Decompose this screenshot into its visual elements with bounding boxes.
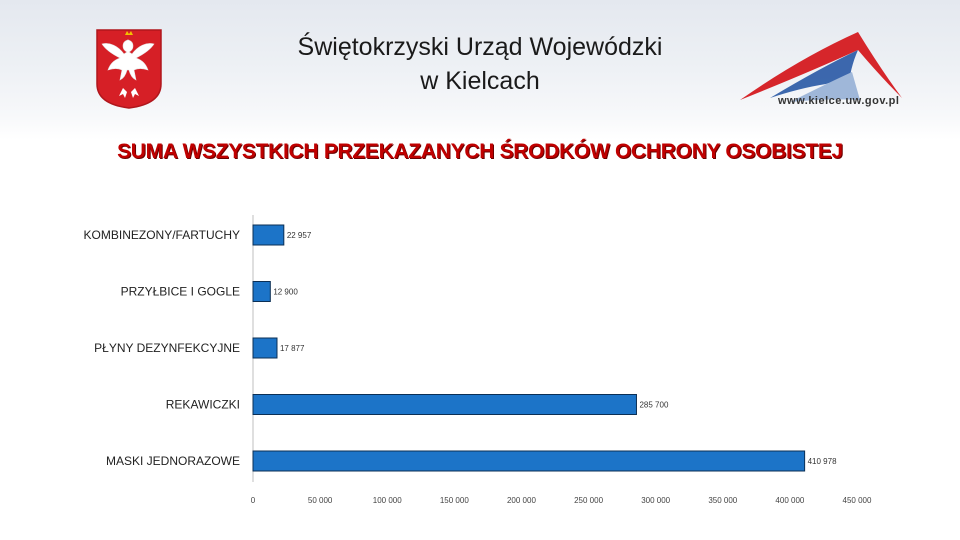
category-label: MASKI JEDNORAZOWE	[106, 454, 240, 468]
x-tick-label: 200 000	[507, 496, 536, 505]
x-tick-label: 250 000	[574, 496, 603, 505]
roof-logo-icon	[740, 32, 902, 102]
bar	[252, 394, 637, 415]
data-label: 22 957	[287, 231, 312, 240]
x-tick-label: 450 000	[843, 496, 872, 505]
data-label: 410 978	[808, 457, 837, 466]
x-tick-label: 400 000	[775, 496, 804, 505]
category-label: REKAWICZKI	[166, 398, 240, 412]
bar	[252, 337, 278, 359]
white-eagle-icon	[96, 29, 162, 109]
bar	[252, 450, 806, 472]
category-label: PŁYNY DEZYNFEKCYJNE	[94, 341, 240, 355]
x-tick-label: 300 000	[641, 496, 670, 505]
website-url: www.kielce.uw.gov.pl	[778, 95, 900, 107]
header-title: Świętokrzyski Urząd Wojewódzki w Kielcac…	[200, 30, 760, 98]
data-label: 17 877	[280, 344, 305, 353]
category-label: KOMBINEZONY/FARTUCHY	[84, 228, 240, 242]
header-title-line2: w Kielcach	[420, 67, 540, 95]
header-title-line1: Świętokrzyski Urząd Wojewódzki	[297, 33, 663, 61]
category-label: PRZYŁBICE I GOGLE	[121, 285, 240, 299]
chart-title: SUMA WSZYSTKICH PRZEKAZANYCH ŚRODKÓW OCH…	[117, 140, 843, 163]
data-label: 285 700	[639, 401, 668, 410]
bar	[252, 281, 271, 302]
data-label: 12 900	[273, 288, 298, 297]
x-tick-label: 0	[251, 496, 256, 505]
x-tick-label: 350 000	[708, 496, 737, 505]
bar	[252, 224, 285, 246]
x-tick-label: 100 000	[373, 496, 402, 505]
x-tick-label: 150 000	[440, 496, 469, 505]
x-tick-label: 50 000	[308, 496, 333, 505]
